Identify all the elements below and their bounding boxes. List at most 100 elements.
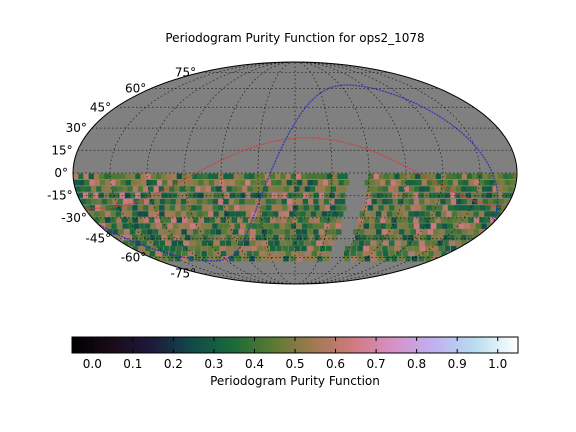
data-cell xyxy=(461,186,467,192)
data-cell xyxy=(168,256,174,262)
data-cell xyxy=(228,199,235,205)
data-cell xyxy=(324,223,330,229)
data-cell xyxy=(450,186,457,192)
data-cell xyxy=(267,211,273,217)
data-cell xyxy=(478,211,485,217)
data-cell xyxy=(404,229,411,235)
data-cell xyxy=(408,223,414,229)
data-cell xyxy=(188,256,194,262)
colorbar-tick-label: 0.3 xyxy=(204,357,223,371)
data-cell xyxy=(224,211,230,217)
data-cell xyxy=(342,173,348,179)
data-cell xyxy=(221,186,227,192)
data-cell xyxy=(476,186,483,192)
data-cell xyxy=(332,211,338,217)
data-cell xyxy=(317,256,323,262)
data-cell xyxy=(229,256,235,262)
data-cell xyxy=(445,199,451,205)
data-cell xyxy=(114,234,121,241)
data-cell xyxy=(380,223,386,229)
data-cell xyxy=(369,223,375,229)
data-cell xyxy=(207,173,214,179)
data-cell xyxy=(261,192,267,199)
data-cell xyxy=(414,234,420,241)
data-cell xyxy=(442,205,448,211)
data-cell xyxy=(73,173,79,179)
data-cell xyxy=(327,173,333,179)
data-cell xyxy=(371,256,377,262)
data-cell xyxy=(415,173,421,179)
data-cell xyxy=(169,186,175,192)
data-cell xyxy=(202,199,208,205)
data-cell xyxy=(471,186,477,192)
data-cell xyxy=(189,223,196,229)
data-cell xyxy=(191,211,198,217)
data-cell xyxy=(468,211,474,217)
data-cell xyxy=(482,173,488,179)
data-cell xyxy=(400,180,407,186)
data-cell xyxy=(461,234,467,241)
data-cell xyxy=(110,180,116,186)
data-cell xyxy=(436,223,442,229)
data-cell xyxy=(267,234,273,241)
data-cell xyxy=(419,186,425,192)
data-cell xyxy=(218,173,224,179)
data-cell xyxy=(381,192,388,199)
data-cell xyxy=(276,256,282,262)
data-cell xyxy=(478,180,485,186)
data-cell xyxy=(440,217,447,223)
data-cell xyxy=(487,186,493,192)
data-cell xyxy=(327,211,333,217)
data-cell xyxy=(392,199,399,205)
data-cell xyxy=(310,256,316,262)
data-cell xyxy=(162,251,168,257)
colorbar-tick-label: 0.8 xyxy=(407,357,426,371)
data-cell xyxy=(250,205,256,211)
data-cell xyxy=(243,234,250,241)
data-cell xyxy=(281,180,287,186)
data-cell xyxy=(399,229,405,235)
data-cell xyxy=(186,199,192,205)
data-cell xyxy=(189,240,196,246)
data-cell xyxy=(466,234,473,241)
data-cell xyxy=(184,186,191,192)
data-cell xyxy=(497,192,503,199)
data-cell xyxy=(126,234,132,241)
data-cell xyxy=(198,192,204,199)
data-cell xyxy=(218,211,225,217)
data-cell xyxy=(231,186,238,192)
data-cell xyxy=(193,192,199,199)
data-cell xyxy=(111,223,117,229)
data-cell xyxy=(472,199,478,205)
data-cell xyxy=(403,186,410,192)
data-cell xyxy=(130,192,136,199)
data-cell xyxy=(329,192,335,199)
data-cell xyxy=(110,211,116,217)
data-cell xyxy=(249,234,256,241)
data-cell xyxy=(447,180,454,186)
data-cell xyxy=(188,245,195,252)
data-cell xyxy=(391,256,398,262)
data-cell xyxy=(276,205,283,211)
data-cell xyxy=(405,205,411,211)
data-cell xyxy=(201,245,207,252)
data-cell xyxy=(266,192,272,199)
data-cell xyxy=(310,240,316,246)
data-cell xyxy=(481,223,487,229)
data-cell xyxy=(167,223,173,229)
data-cell xyxy=(132,186,139,192)
data-cell xyxy=(204,229,210,235)
data-cell xyxy=(338,211,344,217)
data-cell xyxy=(221,229,227,235)
data-cell xyxy=(378,256,384,262)
data-cell xyxy=(145,173,151,179)
data-cell xyxy=(489,180,495,186)
data-cell xyxy=(408,234,414,241)
data-cell xyxy=(289,186,295,192)
data-cell xyxy=(107,199,113,205)
data-cell xyxy=(416,180,422,186)
data-cell xyxy=(88,173,94,179)
data-cell xyxy=(268,186,274,192)
data-cell xyxy=(223,223,229,229)
data-cell xyxy=(220,217,226,223)
